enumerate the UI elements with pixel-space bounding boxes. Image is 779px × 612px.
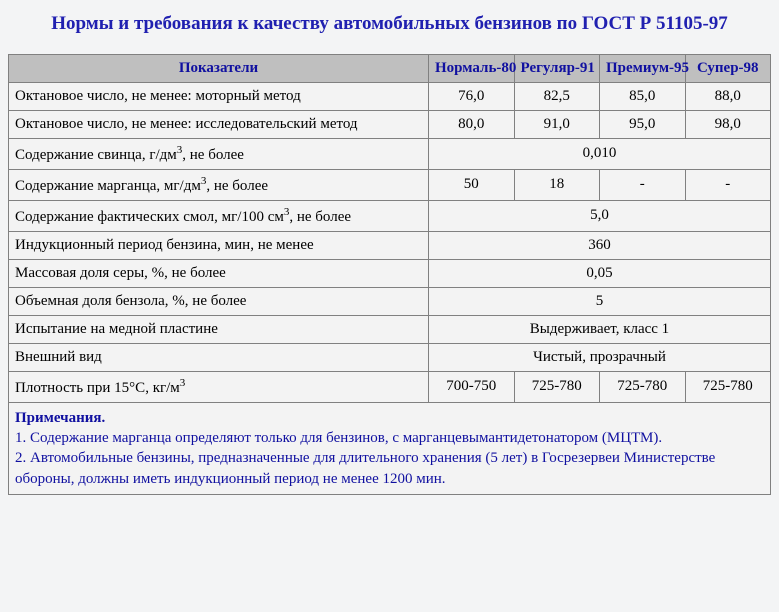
value-cell: 725-780	[600, 371, 686, 402]
value-cell: 76,0	[429, 82, 515, 110]
header-grade: Супер-98	[685, 54, 771, 82]
value-cell-span: 5	[429, 287, 771, 315]
table-row: Содержание фактических смол, мг/100 см3,…	[9, 200, 771, 231]
table-row: Индукционный период бензина, мин, не мен…	[9, 231, 771, 259]
param-cell: Испытание на медной пластине	[9, 315, 429, 343]
param-cell: Внешний вид	[9, 343, 429, 371]
param-cell: Индукционный период бензина, мин, не мен…	[9, 231, 429, 259]
value-cell: 91,0	[514, 110, 600, 138]
param-cell: Объемная доля бензола, %, не более	[9, 287, 429, 315]
note-line: 2. Автомобильные бензины, предназначенны…	[15, 450, 715, 486]
table-row: Массовая доля серы, %, не более0,05	[9, 259, 771, 287]
param-cell: Плотность при 15°С, кг/м3	[9, 371, 429, 402]
value-cell: 50	[429, 169, 515, 200]
value-cell: 725-780	[685, 371, 771, 402]
param-cell: Массовая доля серы, %, не более	[9, 259, 429, 287]
value-cell: 18	[514, 169, 600, 200]
table-row: Плотность при 15°С, кг/м3700-750725-7807…	[9, 371, 771, 402]
page-title: Нормы и требования к качеству автомобиль…	[8, 12, 771, 36]
table-row: Внешний видЧистый, прозрачный	[9, 343, 771, 371]
value-cell: 82,5	[514, 82, 600, 110]
value-cell-span: 360	[429, 231, 771, 259]
value-cell: 80,0	[429, 110, 515, 138]
value-cell: 98,0	[685, 110, 771, 138]
standards-table: Показатели Нормаль-80 Регуляр-91 Премиум…	[8, 54, 771, 495]
value-cell-span: Чистый, прозрачный	[429, 343, 771, 371]
value-cell: 725-780	[514, 371, 600, 402]
value-cell-span: 0,010	[429, 138, 771, 169]
table-row: Испытание на медной пластинеВыдерживает,…	[9, 315, 771, 343]
value-cell-span: 5,0	[429, 200, 771, 231]
param-cell: Содержание фактических смол, мг/100 см3,…	[9, 200, 429, 231]
value-cell: -	[600, 169, 686, 200]
table-row: Объемная доля бензола, %, не более5	[9, 287, 771, 315]
note-line: 1. Содержание марганца определяют только…	[15, 430, 662, 446]
table-row: Октановое число, не менее: исследователь…	[9, 110, 771, 138]
table-row: Содержание марганца, мг/дм3, не более501…	[9, 169, 771, 200]
value-cell: -	[685, 169, 771, 200]
value-cell: 88,0	[685, 82, 771, 110]
value-cell: 85,0	[600, 82, 686, 110]
notes-heading: Примечания.	[15, 410, 105, 426]
header-grade: Премиум-95	[600, 54, 686, 82]
table-header-row: Показатели Нормаль-80 Регуляр-91 Премиум…	[9, 54, 771, 82]
value-cell: 95,0	[600, 110, 686, 138]
param-cell: Октановое число, не менее: моторный мето…	[9, 82, 429, 110]
value-cell: 700-750	[429, 371, 515, 402]
value-cell-span: 0,05	[429, 259, 771, 287]
value-cell-span: Выдерживает, класс 1	[429, 315, 771, 343]
notes-row: Примечания. 1. Содержание марганца опред…	[9, 402, 771, 494]
table-row: Содержание свинца, г/дм3, не более0,010	[9, 138, 771, 169]
param-cell: Октановое число, не менее: исследователь…	[9, 110, 429, 138]
header-grade: Регуляр-91	[514, 54, 600, 82]
notes-cell: Примечания. 1. Содержание марганца опред…	[9, 402, 771, 494]
table-row: Октановое число, не менее: моторный мето…	[9, 82, 771, 110]
header-param: Показатели	[9, 54, 429, 82]
header-grade: Нормаль-80	[429, 54, 515, 82]
param-cell: Содержание свинца, г/дм3, не более	[9, 138, 429, 169]
param-cell: Содержание марганца, мг/дм3, не более	[9, 169, 429, 200]
